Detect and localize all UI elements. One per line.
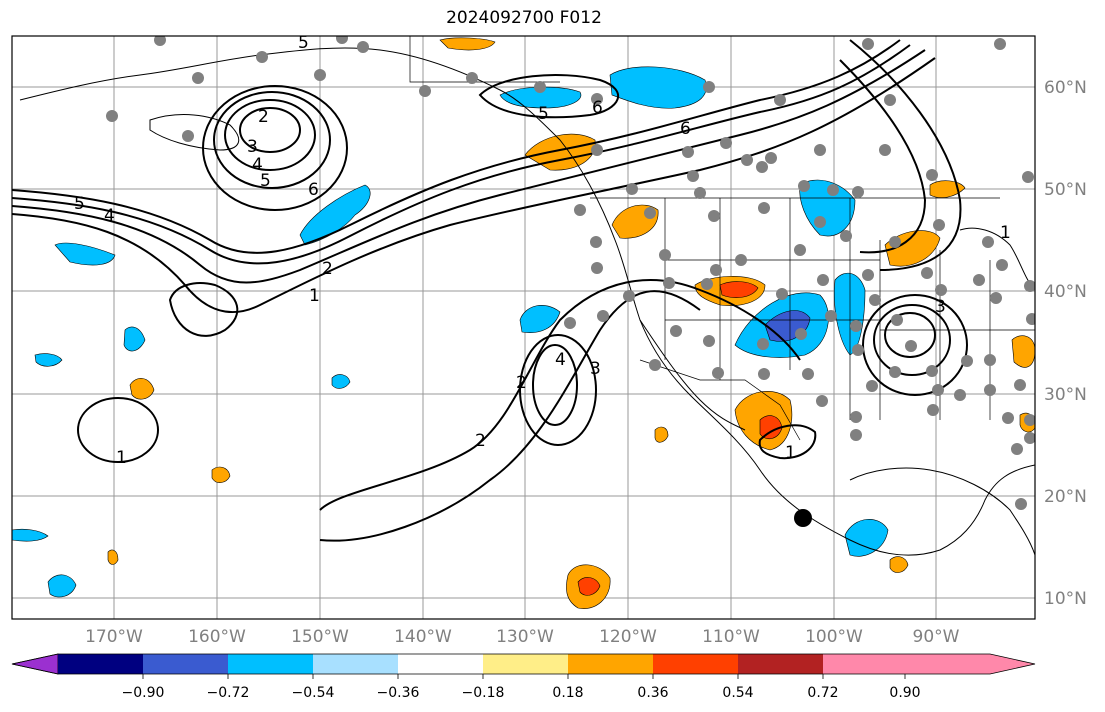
- lat-label: 50°N: [1044, 180, 1087, 200]
- contour-label: 2: [322, 259, 333, 279]
- colorbar-segment: [483, 654, 568, 674]
- colorbar-segment: [398, 654, 483, 674]
- positive-anomaly-region: [439, 37, 496, 51]
- colorbar-segment: [228, 654, 313, 674]
- colorbar-tick-label: 0.54: [722, 685, 753, 701]
- positive-anomaly-region: [524, 133, 596, 171]
- colorbar-segment: [568, 654, 653, 674]
- contour-label: 3: [935, 297, 946, 317]
- contour-label: 4: [104, 206, 115, 226]
- lon-label: 130°W: [496, 627, 554, 647]
- great-lakes-coast: [959, 227, 1035, 291]
- lon-label: 160°W: [188, 627, 246, 647]
- lon-label: 90°W: [913, 627, 960, 647]
- positive-anomaly-region: [889, 556, 909, 573]
- positive-anomaly-region: [1011, 335, 1035, 368]
- contour-label: 5: [260, 171, 271, 191]
- contour-label: 5: [74, 194, 85, 214]
- contour-label: 2: [475, 431, 486, 451]
- station-markers: [106, 36, 1035, 510]
- colorbar-tick-label: −0.36: [377, 685, 420, 701]
- colorbar-tick-label: −0.72: [207, 685, 250, 701]
- lat-label: 10°N: [1044, 589, 1087, 609]
- positive-anomaly-region: [577, 577, 601, 596]
- contour-label: 1: [785, 443, 796, 463]
- contour-label: 5: [538, 104, 549, 124]
- colorbar-tick-label: 0.90: [889, 685, 920, 701]
- positive-anomaly-region: [654, 426, 669, 443]
- aleutian-coast: [149, 114, 240, 151]
- colorbar-segment: [738, 654, 823, 674]
- colorbar-tick-label: 0.18: [552, 685, 583, 701]
- contour-label: 4: [252, 155, 263, 175]
- contour-label: 1: [1000, 223, 1011, 243]
- colorbar-tick-label: 0.36: [637, 685, 668, 701]
- contour-label: 6: [680, 119, 691, 139]
- colorbar-tick-label: −0.18: [462, 685, 505, 701]
- map-title: 2024092700 F012: [446, 8, 602, 28]
- lat-label: 40°N: [1044, 282, 1087, 302]
- baja-coastline: [639, 319, 746, 431]
- contour-label: 3: [247, 137, 258, 157]
- negative-anomaly-region: [123, 326, 146, 352]
- positive-anomaly-region: [719, 281, 759, 298]
- colorbar-outline: [11, 653, 1036, 675]
- negative-anomaly-region: [609, 66, 707, 109]
- contour-label: 2: [516, 373, 527, 393]
- lon-label: 110°W: [702, 627, 760, 647]
- negative-anomaly-region: [47, 574, 77, 598]
- lon-label: 120°W: [599, 627, 657, 647]
- contour-label: 6: [592, 98, 603, 118]
- contour-labels: 5 2 3 4 5 6 5 6 6 5 4 2 1 1 4 3 2 2 1 3 …: [74, 33, 1011, 468]
- map-frame: [11, 35, 1036, 620]
- contour-label: 2: [258, 107, 269, 127]
- negative-anomaly-region: [331, 374, 351, 389]
- positive-anomaly-region: [107, 549, 119, 565]
- colorbar-tick-label: 0.72: [807, 685, 838, 701]
- colorbar: −0.90 −0.72 −0.54 −0.36 −0.18 0.18 0.36 …: [11, 653, 1036, 701]
- contour-label: 6: [308, 180, 319, 200]
- colorbar-segment: [823, 654, 905, 674]
- colorbar-segment: [653, 654, 738, 674]
- positive-anomaly-region: [211, 466, 231, 483]
- colorbar-segment: [143, 654, 228, 674]
- contour-label: 1: [309, 286, 320, 306]
- colorbar-tick-label: −0.90: [122, 685, 165, 701]
- us-mexico-border: [639, 359, 801, 441]
- colorbar-segment: [58, 654, 143, 674]
- colorbar-ticks: [142, 674, 906, 679]
- colorbar-extend-left: [11, 653, 59, 675]
- longitude-labels: 170°W 160°W 150°W 140°W 130°W 120°W 110°…: [85, 627, 960, 647]
- highlight-location-marker: [794, 509, 812, 527]
- contour-label: 4: [555, 350, 566, 370]
- positive-anomaly-region: [129, 378, 155, 400]
- negative-anomaly-region: [34, 353, 63, 367]
- negative-anomaly-region: [844, 519, 889, 557]
- gulf-coastline: [849, 467, 1035, 556]
- lat-label: 60°N: [1044, 78, 1087, 98]
- latitude-labels: 60°N 50°N 40°N 30°N 20°N 10°N: [1044, 78, 1087, 609]
- lon-label: 100°W: [805, 627, 863, 647]
- lat-label: 30°N: [1044, 385, 1087, 405]
- negative-anomaly-region: [54, 242, 116, 266]
- lon-label: 170°W: [85, 627, 143, 647]
- contour-lines: [12, 39, 968, 542]
- contour-label: 1: [116, 448, 127, 468]
- lon-label: 150°W: [291, 627, 349, 647]
- negative-anomaly-region: [519, 305, 561, 333]
- colorbar-tick-label: −0.54: [292, 685, 335, 701]
- contour-label: 5: [298, 33, 309, 53]
- contour-label: 3: [590, 359, 601, 379]
- lat-label: 20°N: [1044, 487, 1087, 507]
- lon-label: 140°W: [394, 627, 452, 647]
- colorbar-segment: [313, 654, 398, 674]
- alaska-border: [409, 36, 560, 83]
- negative-anomaly-region: [12, 528, 49, 542]
- negative-anomaly-region: [799, 179, 856, 237]
